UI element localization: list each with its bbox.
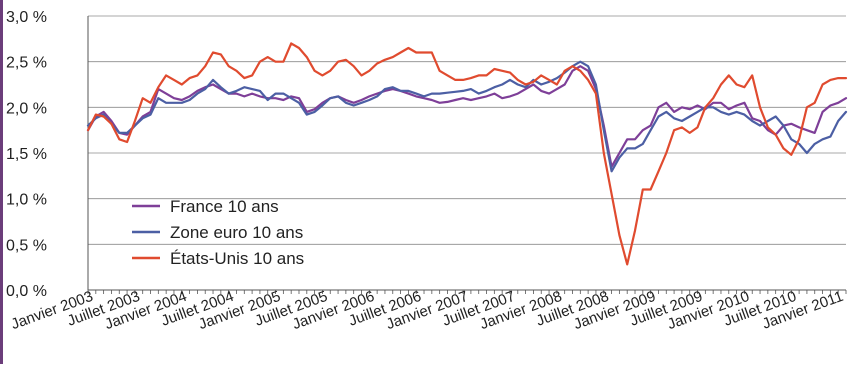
y-tick-labels: 0,0 % 0,5 % 1,0 % 1,5 % 2,0 % 2,5 % 3,0 % [6, 9, 47, 300]
series-lines [86, 42, 848, 266]
y-tick-label: 3,0 % [6, 9, 47, 26]
axes [87, 16, 847, 294]
legend-label: États-Unis 10 ans [170, 249, 304, 268]
series-line [86, 65, 848, 168]
y-tick-label: 2,5 % [6, 55, 47, 72]
y-tick-label: 2,0 % [6, 100, 47, 117]
series-line [86, 42, 848, 266]
left-accent-bar [0, 0, 3, 364]
series-line [86, 60, 848, 173]
y-tick-label: 1,0 % [6, 192, 47, 209]
legend: France 10 ans Zone euro 10 ans États-Unis … [132, 197, 304, 268]
y-tick-label: 1,5 % [6, 146, 47, 163]
legend-label: France 10 ans [170, 197, 279, 216]
y-tick-label: 0,5 % [6, 237, 47, 254]
y-tick-label: 0,0 % [6, 283, 47, 300]
legend-label: Zone euro 10 ans [170, 223, 303, 242]
grid-lines [88, 15, 846, 245]
